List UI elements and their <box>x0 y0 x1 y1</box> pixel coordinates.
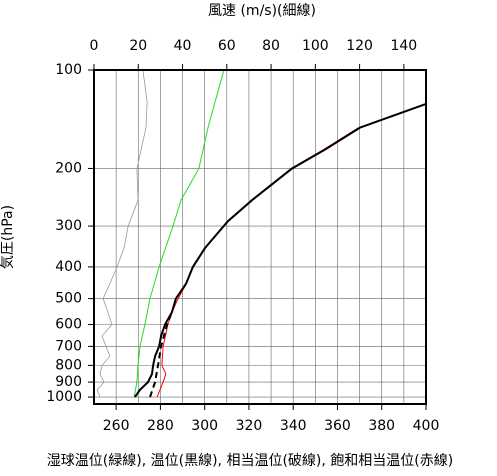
x2-tick-label: 100 <box>302 38 329 54</box>
x2-tick-label: 0 <box>90 38 99 54</box>
x2-tick-label: 80 <box>262 38 280 54</box>
y-tick-label: 200 <box>55 160 82 176</box>
x2-tick-label: 140 <box>390 38 417 54</box>
x-tick-label: 260 <box>103 418 130 434</box>
x-tick-label: 340 <box>280 418 307 434</box>
y-tick-label: 600 <box>55 317 82 333</box>
x-tick-label: 280 <box>147 418 174 434</box>
series-line <box>96 70 148 398</box>
plot-frame <box>93 69 427 405</box>
y-tick-label: 900 <box>55 374 82 390</box>
x-tick-label: 380 <box>368 418 395 434</box>
caption: 湿球温位(緑線), 温位(黒線), 相当温位(破線), 飽和相当温位(赤線) <box>47 452 453 469</box>
y-tick-label: 300 <box>55 218 82 234</box>
y-axis-title: 気圧(hPa) <box>0 205 16 269</box>
x-tick-label: 360 <box>324 418 351 434</box>
top-axis-title: 風速 (m/s)(細線) <box>208 3 316 19</box>
y-tick-label: 400 <box>55 259 82 275</box>
x-tick-label: 300 <box>191 418 218 434</box>
x-tick-label: 400 <box>413 418 440 434</box>
x2-tick-label: 40 <box>174 38 192 54</box>
series-line <box>133 70 225 398</box>
x2-tick-label: 60 <box>218 38 236 54</box>
y-tick-label: 700 <box>55 338 82 354</box>
series-line <box>149 311 173 398</box>
x2-tick-label: 120 <box>346 38 373 54</box>
series-line <box>134 103 426 398</box>
y-tick-label: 100 <box>55 62 82 78</box>
y-tick-label: 800 <box>55 357 82 373</box>
y-tick-label: 1000 <box>46 389 82 405</box>
series-line <box>156 103 426 398</box>
x-tick-label: 320 <box>236 418 263 434</box>
y-tick-label: 500 <box>55 291 82 307</box>
x2-tick-label: 20 <box>129 38 147 54</box>
